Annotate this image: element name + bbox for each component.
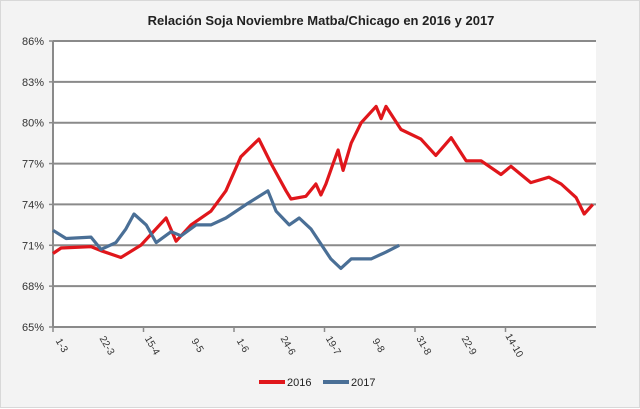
x-tick-label: 19-7 bbox=[323, 334, 343, 357]
series-line-2016 bbox=[52, 104, 594, 260]
x-tick-label: 22-3 bbox=[97, 334, 117, 357]
x-tick-label: 14-10 bbox=[503, 332, 526, 360]
x-tick-label: 1-3 bbox=[53, 337, 70, 355]
y-tick-label: 77% bbox=[22, 159, 44, 171]
x-tick-label: 9-8 bbox=[370, 337, 387, 355]
chart-title: Relación Soja Noviembre Matba/Chicago en… bbox=[147, 13, 495, 28]
legend-label: 2017 bbox=[351, 377, 375, 389]
x-tick-label: 1-6 bbox=[234, 337, 251, 355]
y-tick-label: 74% bbox=[22, 199, 44, 211]
x-tick-label: 24-6 bbox=[278, 334, 298, 357]
x-tick-label: 22-9 bbox=[459, 334, 479, 357]
x-tick-label: 15-4 bbox=[142, 334, 162, 357]
y-tick-label: 86% bbox=[22, 36, 44, 48]
y-tick-label: 68% bbox=[22, 281, 44, 293]
y-tick-label: 71% bbox=[22, 240, 44, 252]
series-line-2017 bbox=[52, 189, 400, 270]
y-tick-label: 65% bbox=[22, 322, 44, 334]
y-tick-label: 80% bbox=[22, 118, 44, 130]
y-tick-label: 83% bbox=[22, 77, 44, 89]
legend-label: 2016 bbox=[287, 377, 311, 389]
x-tick-label: 31-8 bbox=[413, 334, 433, 357]
x-tick-label: 9-5 bbox=[189, 337, 206, 355]
